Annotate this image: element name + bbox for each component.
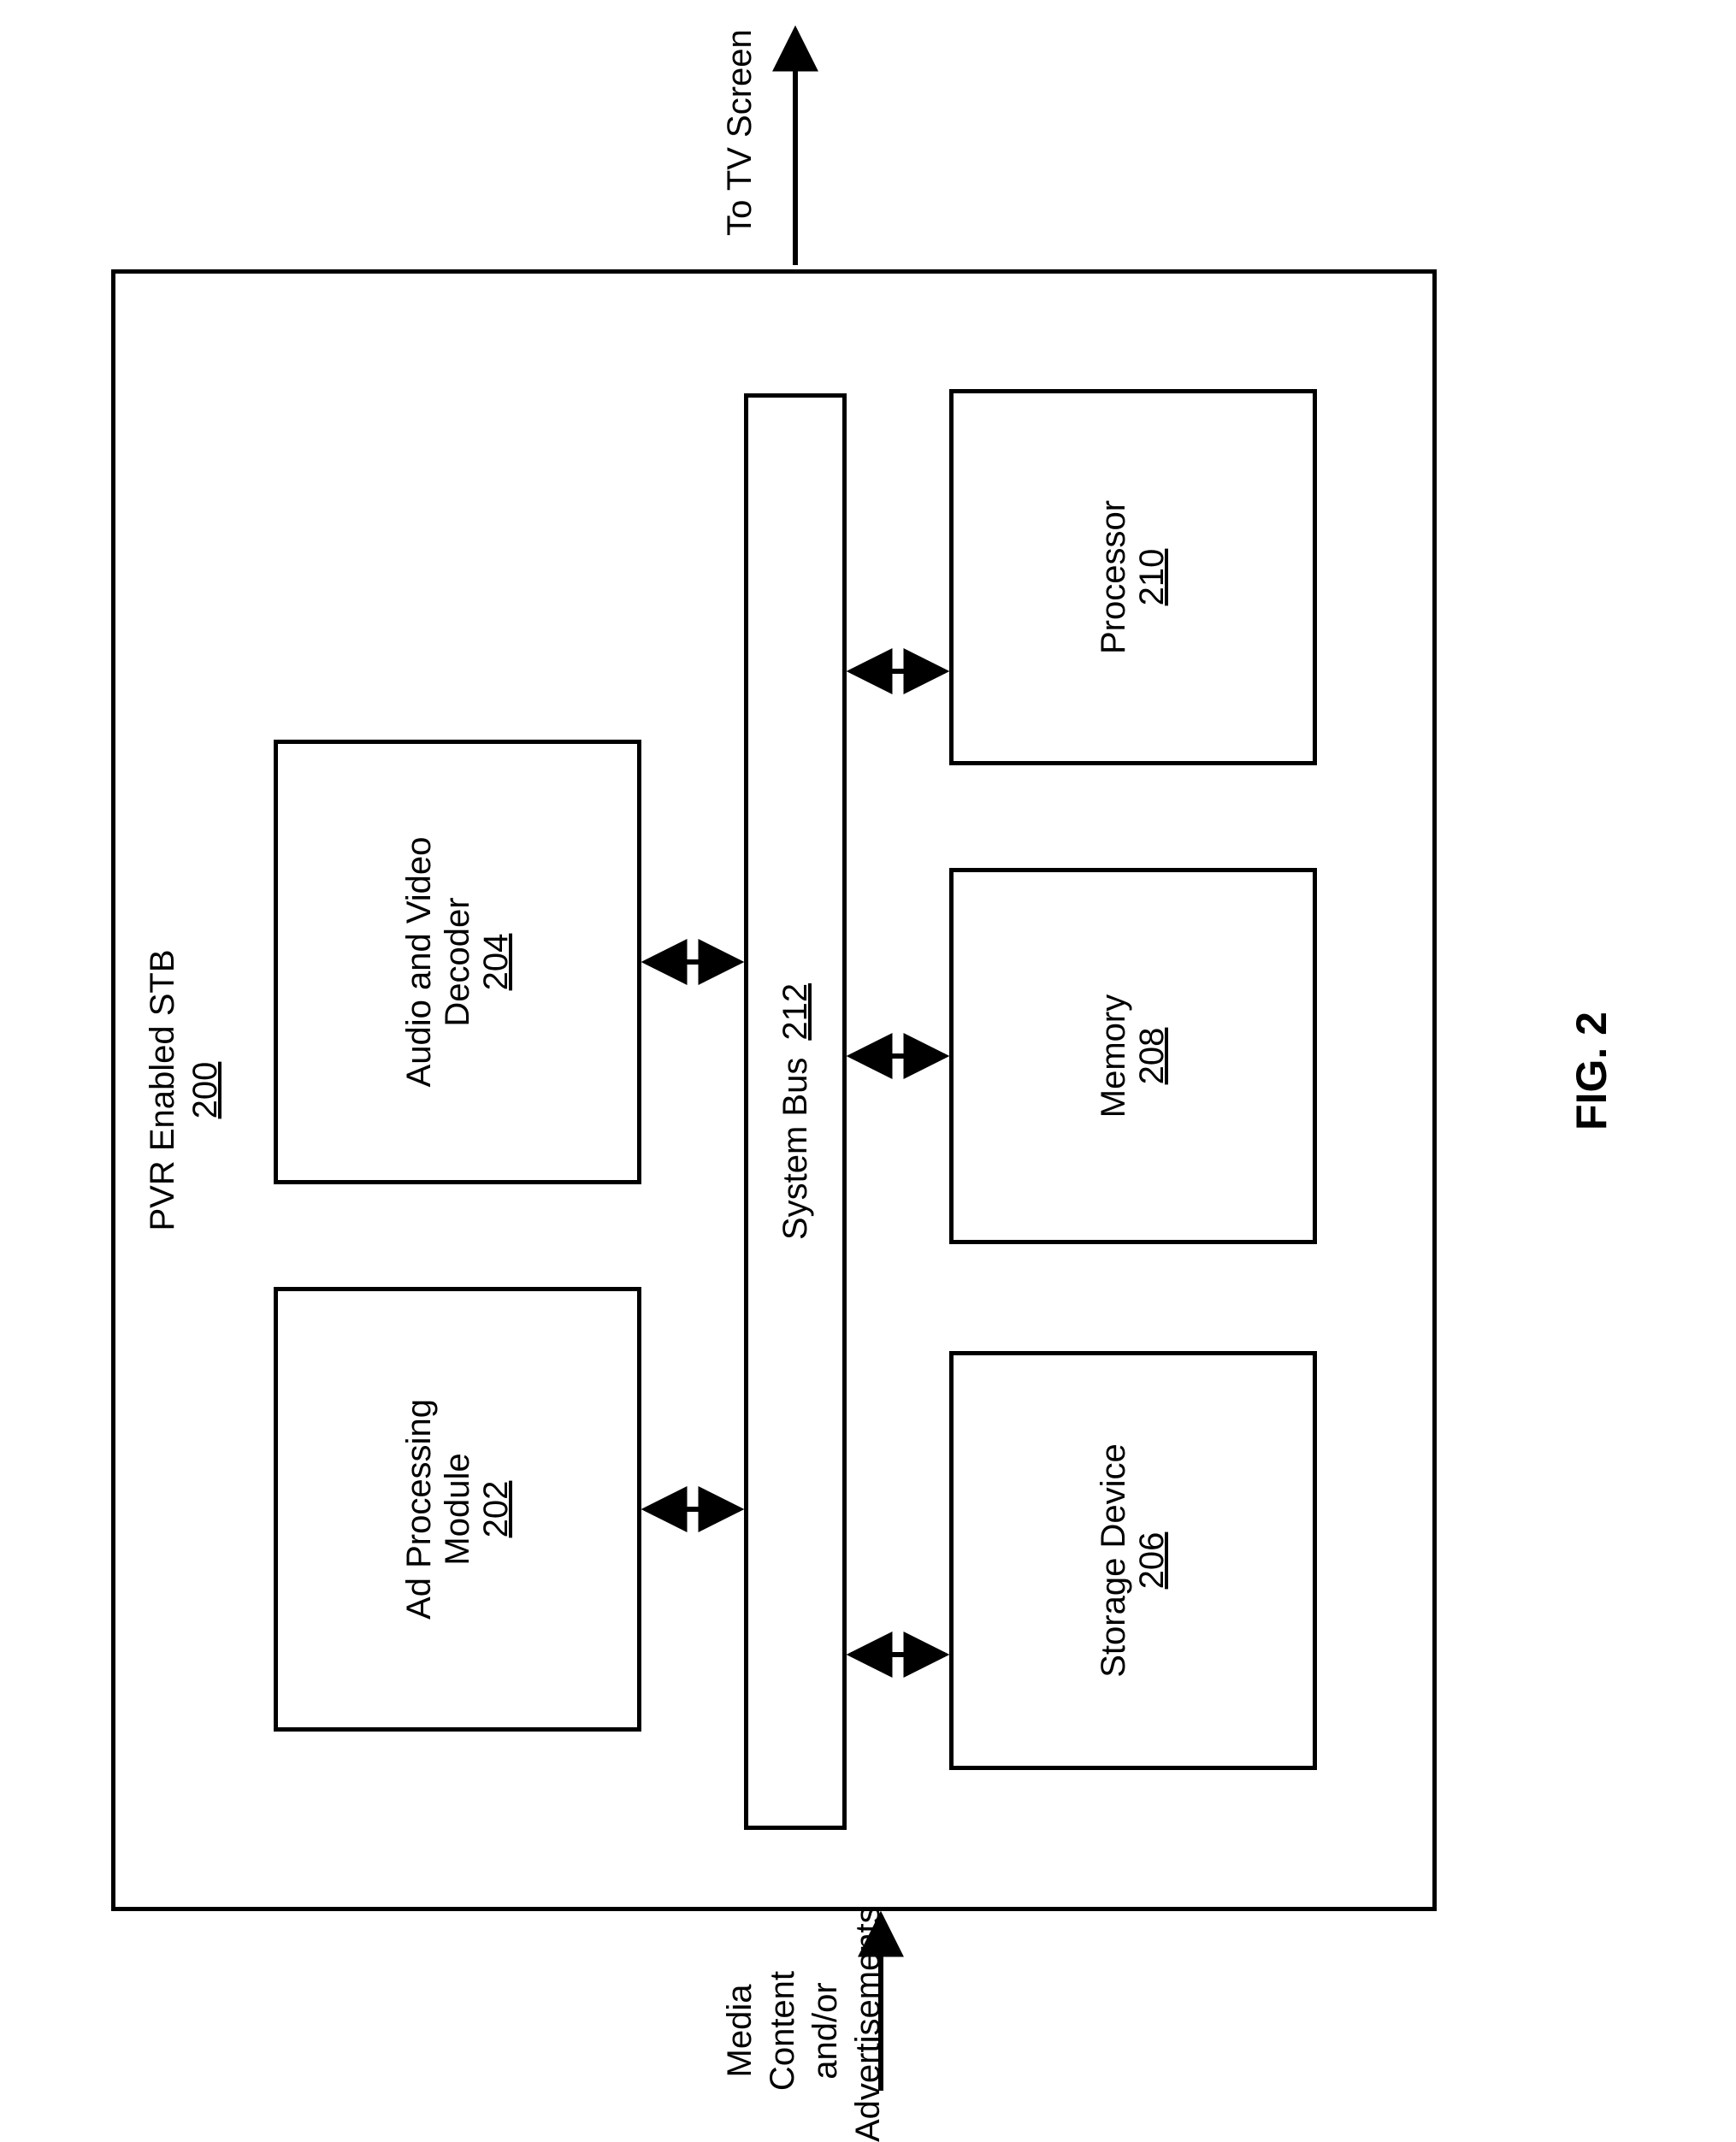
diagram-rotated-wrapper: PVR Enabled STB 200 Ad Processing Module… [0,0,1736,2142]
arrows-layer [0,0,1736,2142]
diagram-stage: PVR Enabled STB 200 Ad Processing Module… [0,0,1736,2142]
figure-caption-text: FIG. 2 [1568,1012,1615,1130]
figure-caption: FIG. 2 [1565,0,1619,2142]
